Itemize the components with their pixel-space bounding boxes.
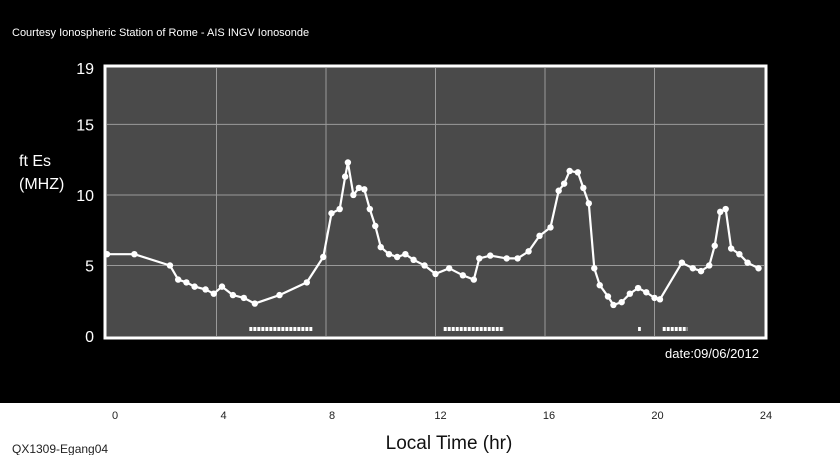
data-point (202, 286, 209, 293)
series-layer (103, 159, 762, 309)
data-point (566, 167, 573, 175)
data-point (131, 250, 138, 258)
data-point (727, 245, 735, 252)
data-point (525, 248, 532, 255)
data-point (476, 255, 483, 262)
data-point (361, 186, 368, 193)
data-point (574, 169, 582, 176)
data-point (697, 267, 705, 275)
data-point (717, 208, 724, 216)
code-label: QX1309-Egang04 (12, 442, 108, 455)
data-point (591, 265, 598, 272)
y-axis-label-line1: ft Es (19, 153, 51, 170)
data-point (432, 270, 439, 278)
y-axis-label-line2: (MHZ) (19, 176, 64, 193)
data-point (547, 224, 554, 231)
data-point (656, 296, 664, 303)
data-point (402, 250, 409, 258)
y-tick-label: 15 (76, 117, 94, 134)
data-point (514, 255, 521, 262)
data-point (372, 222, 379, 230)
data-point (580, 184, 587, 192)
data-point (174, 276, 182, 283)
data-point (341, 173, 349, 180)
data-point (618, 298, 625, 306)
data-point (210, 290, 217, 297)
data-point (736, 250, 743, 258)
x-axis-label: Local Time (hr) (386, 433, 513, 454)
data-point (560, 180, 568, 187)
data-point (240, 294, 248, 302)
data-point (555, 187, 562, 194)
data-point (183, 279, 190, 286)
x-tick-label: 20 (651, 410, 663, 422)
data-point (328, 210, 335, 217)
data-point (410, 256, 417, 264)
y-tick-label: 10 (76, 188, 94, 205)
data-point (366, 205, 373, 213)
data-point (191, 283, 198, 290)
data-point (755, 265, 762, 272)
data-point (350, 191, 357, 199)
gridlines (107, 68, 764, 336)
y-tick-label: 19 (76, 61, 94, 78)
data-point (610, 301, 617, 309)
y-tick-label: 5 (85, 258, 94, 275)
data-point (320, 253, 327, 261)
y-tick-labels: 0 5 10 15 19 (76, 61, 94, 346)
data-point (470, 276, 478, 283)
x-tick-labels: 0 4 8 12 16 20 24 (112, 410, 772, 422)
courtesy-label: Courtesy Ionospheric Station of Rome - A… (12, 27, 309, 39)
data-point (503, 255, 510, 262)
data-point (596, 282, 603, 289)
data-point (487, 252, 494, 259)
data-point (303, 279, 311, 286)
data-point (711, 242, 718, 249)
x-tick-label: 4 (220, 410, 226, 422)
data-point (651, 294, 658, 302)
data-point (385, 250, 393, 258)
x-tick-label: 12 (434, 410, 446, 422)
data-point (276, 291, 283, 299)
data-point (229, 291, 237, 299)
data-point (634, 284, 642, 292)
data-point (251, 300, 259, 307)
data-point (445, 265, 453, 272)
data-point (626, 290, 634, 297)
data-point (744, 259, 751, 266)
date-label: date:09/06/2012 (665, 346, 759, 361)
data-point (103, 250, 111, 258)
data-point (459, 272, 467, 279)
data-point (585, 200, 592, 207)
data-point (643, 289, 650, 296)
data-point (377, 243, 384, 251)
data-point (355, 184, 363, 192)
data-point (344, 159, 352, 166)
data-point (393, 253, 401, 261)
data-point (336, 205, 343, 213)
data-point (678, 259, 686, 266)
x-tick-label: 0 (112, 410, 118, 422)
x-tick-label: 24 (760, 410, 772, 422)
data-point (706, 262, 713, 269)
data-point (722, 205, 729, 213)
data-point (689, 265, 697, 272)
x-tick-label: 16 (543, 410, 555, 422)
data-point (218, 283, 226, 290)
data-point (421, 262, 428, 269)
data-point (166, 262, 174, 269)
data-point (536, 232, 543, 240)
x-tick-label: 8 (329, 410, 335, 422)
y-tick-label: 0 (85, 329, 94, 346)
data-point (604, 293, 612, 300)
